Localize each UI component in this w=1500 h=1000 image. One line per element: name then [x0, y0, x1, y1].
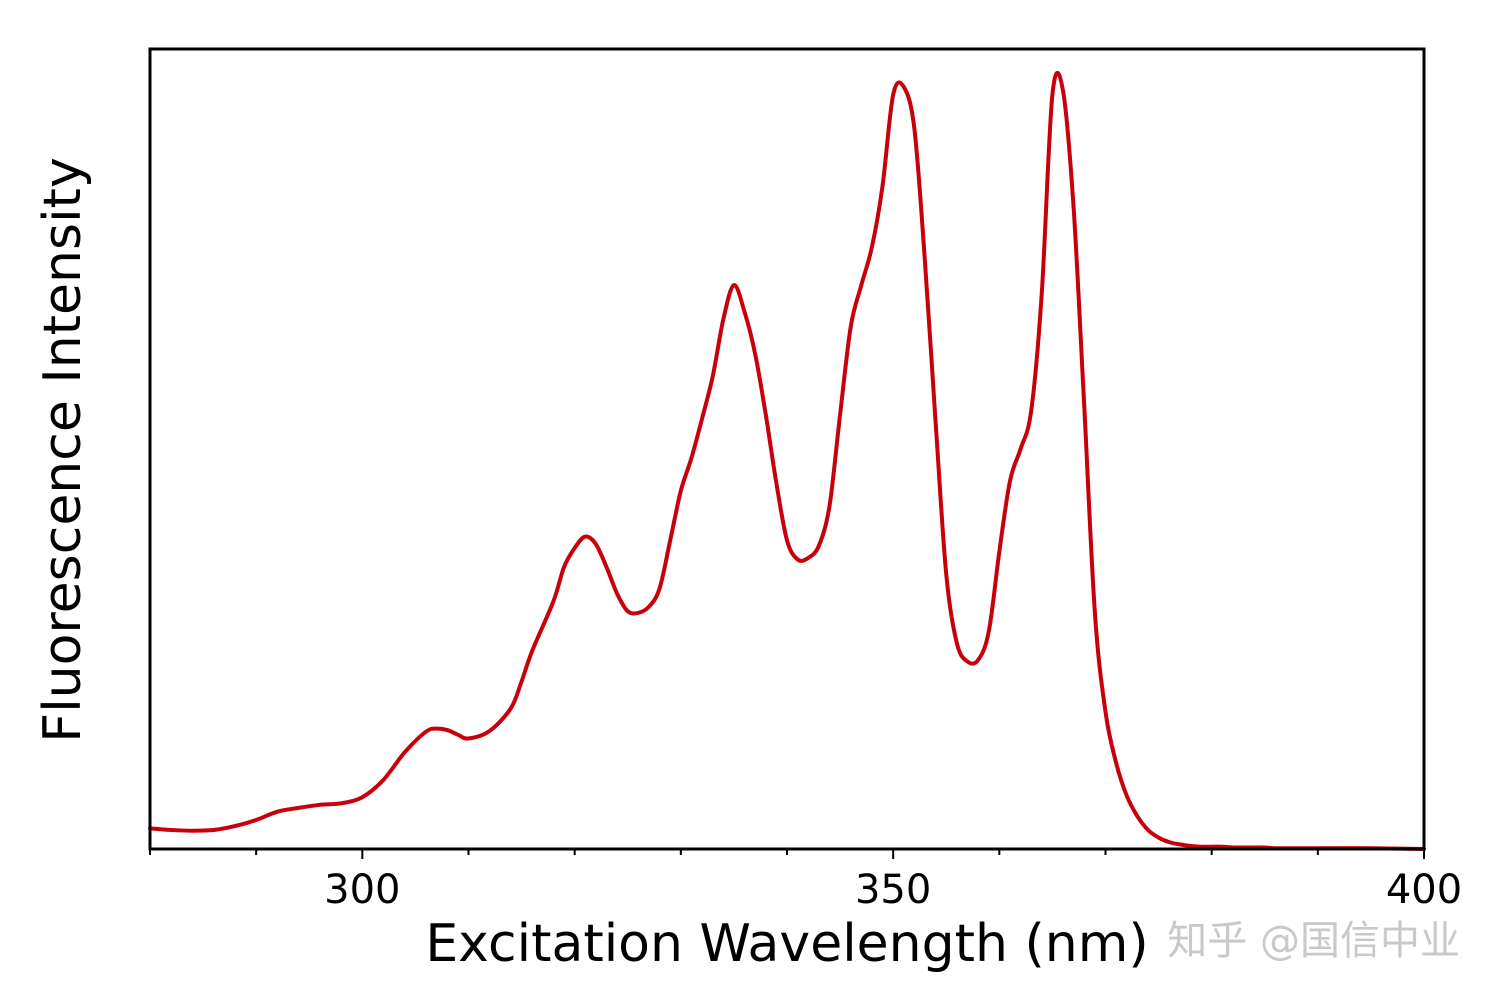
x-tick-label-400: 400 [1386, 867, 1462, 913]
series-line-0 [148, 70, 1426, 851]
x-tick-label-300: 300 [324, 867, 400, 913]
x-tick-label-350: 350 [855, 867, 931, 913]
plot-area [148, 70, 1426, 851]
x-axis-tick-labels: 300 350 400 [324, 867, 1462, 913]
watermark-text: 知乎 @国信中业 [1167, 918, 1460, 964]
x-axis-ticks [149, 849, 1425, 859]
y-axis-title: Fluorescence Intensity [33, 157, 93, 742]
x-axis-title: Excitation Wavelength (nm) [425, 914, 1148, 974]
